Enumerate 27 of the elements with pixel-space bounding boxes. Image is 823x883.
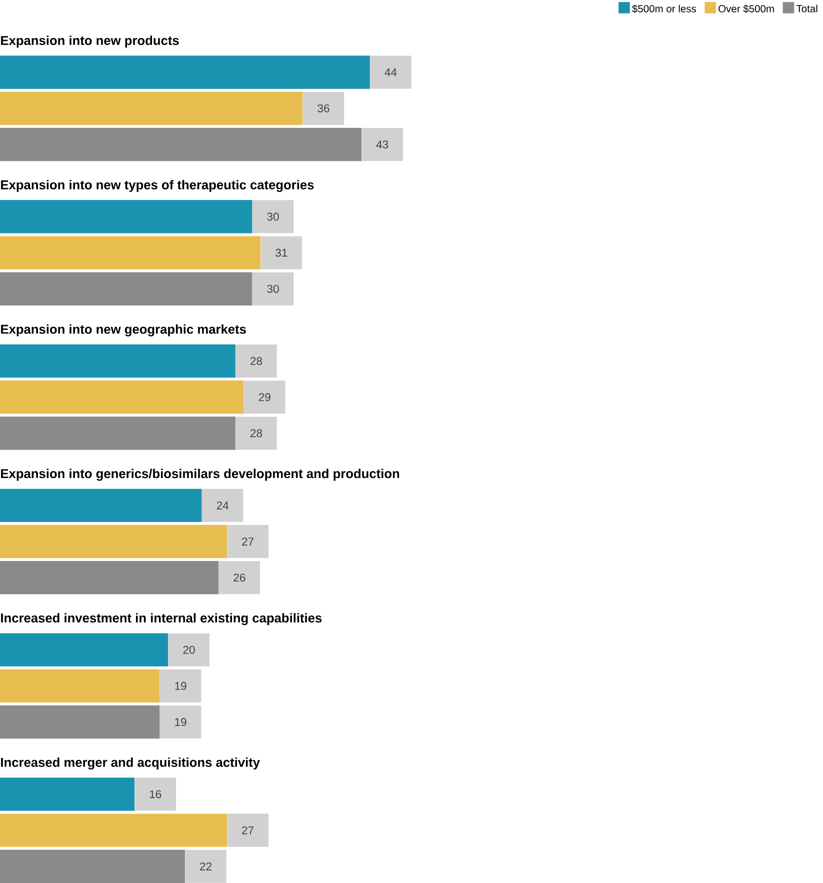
y-tick-label: Expansion into new products [1,36,179,48]
data-label: 27 [242,826,254,834]
y-tick-label: Expansion into generics/biosimilars development and production [1,468,400,481]
data-label: 27 [242,538,254,546]
data-label: 29 [258,393,270,402]
data-label: 24 [216,501,229,510]
data-label: 26 [234,574,246,582]
data-label: 16 [150,790,162,798]
legend-label: Total [796,4,818,12]
data-label: 28 [250,357,262,366]
y-tick-label: Increased merger and acquisitions activity [1,757,260,770]
data-label: 22 [200,862,212,870]
data-label: 19 [175,682,186,690]
data-label: 19 [175,718,186,726]
data-label: 43 [376,140,388,148]
data-label: 28 [250,429,262,438]
data-label: 36 [318,104,330,112]
y-tick-label: Increased investment in internal existing capabilities [1,613,322,626]
legend-label: Over $500m [718,4,774,13]
data-label: 20 [183,646,195,654]
data-label: 30 [267,284,279,293]
data-label: 44 [384,68,397,76]
y-tick-label: Expansion into new geographic markets [1,324,246,336]
data-label: 31 [276,248,288,257]
legend-label: $500m or less [632,4,696,13]
data-label: 30 [267,212,279,221]
y-tick-label: Expansion into new types of therapeutic categories [1,180,314,192]
